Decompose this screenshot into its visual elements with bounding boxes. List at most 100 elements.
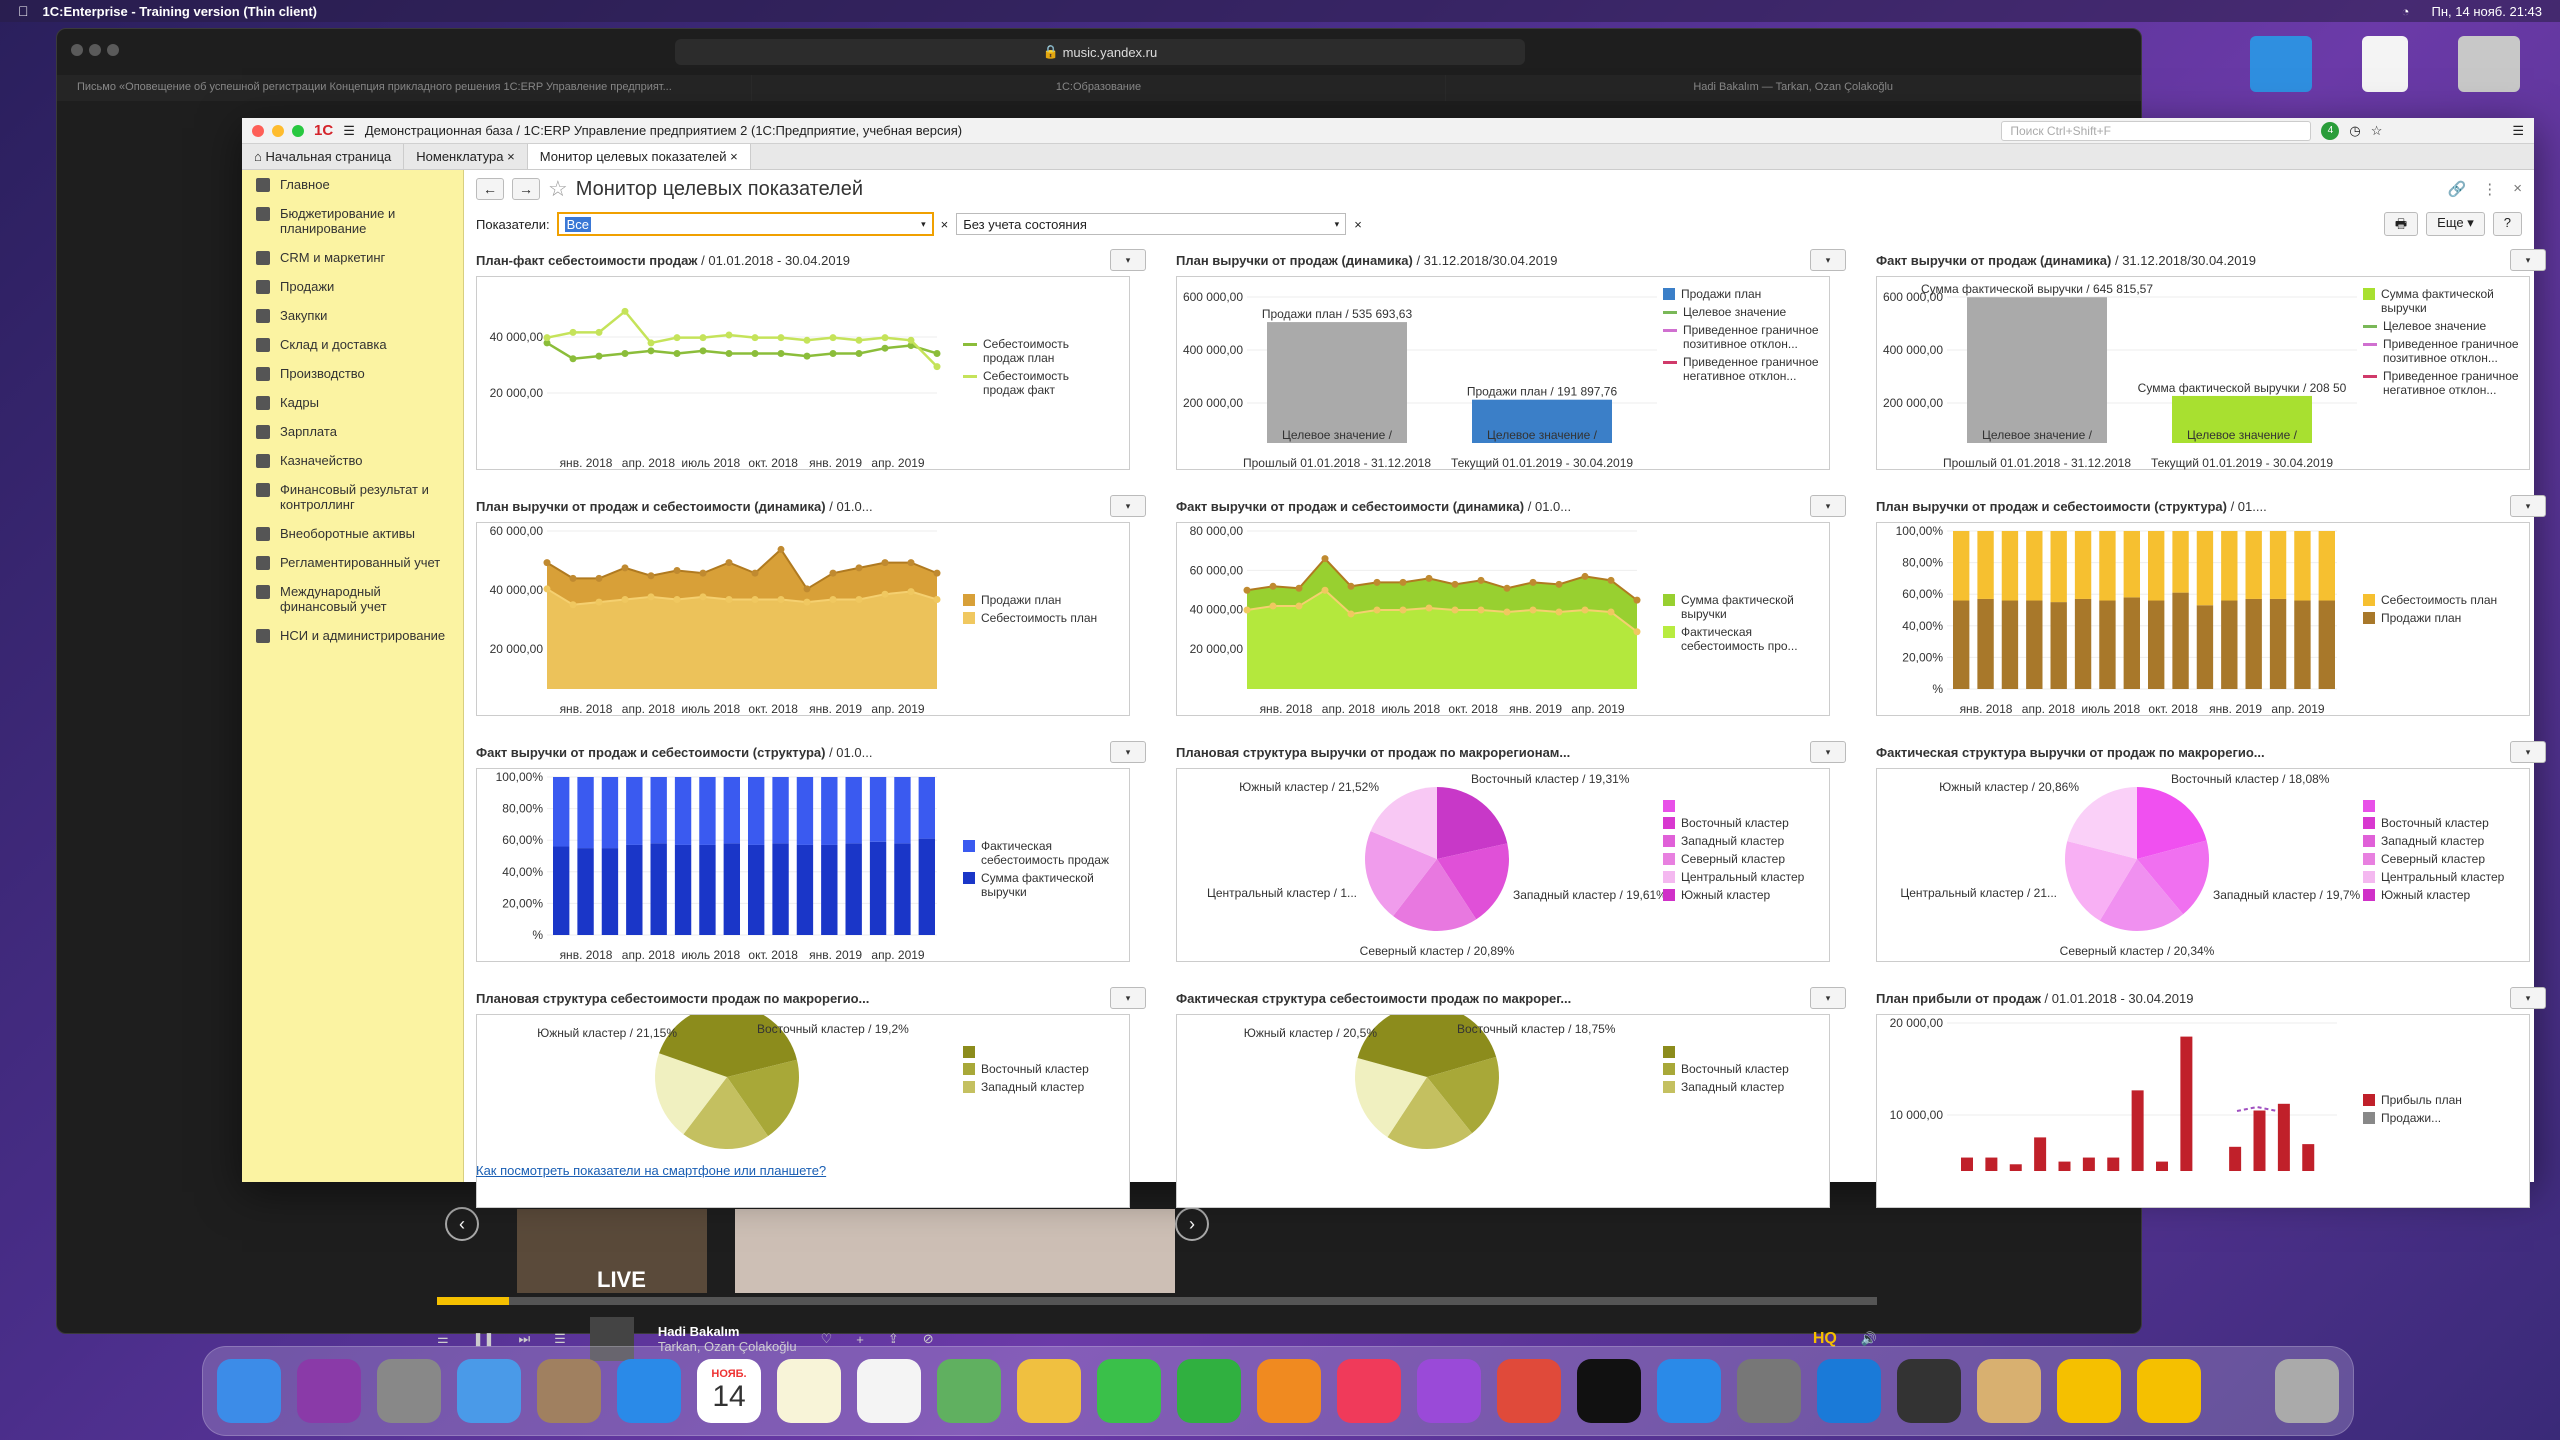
app-store-icon[interactable] <box>1657 1359 1721 1423</box>
chart-settings-button[interactable]: ▾ <box>1110 741 1146 763</box>
state-select[interactable]: Без учета состояния ▾ <box>956 213 1347 235</box>
data-point[interactable] <box>543 334 551 342</box>
data-point[interactable] <box>881 590 889 598</box>
bar-segment[interactable] <box>2221 600 2238 689</box>
chart-settings-button[interactable]: ▾ <box>2510 249 2546 271</box>
bar-segment[interactable] <box>626 777 643 845</box>
bar-segment[interactable] <box>2196 605 2214 689</box>
bar-segment[interactable] <box>577 777 594 849</box>
favorites-icon[interactable]: ☆ <box>2370 122 2383 138</box>
bar-segment[interactable] <box>748 777 765 845</box>
bar-segment[interactable] <box>650 843 667 935</box>
calendar-icon[interactable]: НОЯБ. 14 <box>697 1359 761 1423</box>
1c-app-icon[interactable] <box>2137 1359 2201 1423</box>
data-point[interactable] <box>881 559 889 567</box>
data-point[interactable] <box>543 559 551 567</box>
data-point[interactable] <box>1425 574 1433 582</box>
contacts-icon[interactable] <box>537 1359 601 1423</box>
bar[interactable] <box>2058 1161 2071 1171</box>
siri-icon[interactable] <box>297 1359 361 1423</box>
data-point[interactable] <box>1321 555 1329 563</box>
mail-icon[interactable] <box>457 1359 521 1423</box>
bar-segment[interactable] <box>2026 531 2043 601</box>
data-point[interactable] <box>777 595 785 603</box>
1c-app-icon[interactable] <box>2057 1359 2121 1423</box>
data-point[interactable] <box>751 349 759 357</box>
data-point[interactable] <box>803 585 811 593</box>
tab-nomenclature[interactable]: Номенклатура × <box>404 144 528 169</box>
print-button[interactable]: 🖶 <box>2383 212 2419 236</box>
more-vert-icon[interactable]: ⋮ <box>2482 181 2498 198</box>
data-point[interactable] <box>855 349 863 357</box>
bar-segment[interactable] <box>2001 600 2019 689</box>
bar-segment[interactable] <box>723 843 740 935</box>
data-point[interactable] <box>1451 606 1459 614</box>
chart-settings-button[interactable]: ▾ <box>1110 249 1146 271</box>
photos-icon[interactable] <box>1017 1359 1081 1423</box>
data-point[interactable] <box>907 559 915 567</box>
data-point[interactable] <box>1503 608 1511 616</box>
data-point[interactable] <box>933 595 941 603</box>
data-point[interactable] <box>543 585 551 593</box>
wifi-icon[interactable]: ◔ <box>2401 3 2410 19</box>
bar-segment[interactable] <box>2172 531 2189 593</box>
data-point[interactable] <box>933 363 941 371</box>
bar-segment[interactable] <box>2245 598 2262 689</box>
podcasts-icon[interactable] <box>1417 1359 1481 1423</box>
bar-segment[interactable] <box>1953 531 1970 601</box>
data-point[interactable] <box>595 328 603 336</box>
data-point[interactable] <box>751 595 759 603</box>
chart-settings-button[interactable]: ▾ <box>2510 987 2546 1009</box>
pie-slice[interactable] <box>1357 1015 1427 1077</box>
data-point[interactable] <box>1399 606 1407 614</box>
archive-icon[interactable] <box>1977 1359 2041 1423</box>
pie-slice[interactable] <box>2067 787 2137 859</box>
sidebar-item[interactable]: Финансовый результат и контроллинг <box>242 475 463 519</box>
heart-icon[interactable]: ♡ <box>820 1331 833 1346</box>
bar-segment[interactable] <box>2074 598 2092 689</box>
data-point[interactable] <box>621 595 629 603</box>
apple-icon[interactable]:  <box>18 3 29 19</box>
chart-settings-button[interactable]: ▾ <box>1810 741 1846 763</box>
data-point[interactable] <box>673 349 681 357</box>
bar[interactable] <box>2172 395 2312 443</box>
apple-tv-icon[interactable] <box>1577 1359 1641 1423</box>
data-point[interactable] <box>751 569 759 577</box>
data-point[interactable] <box>1295 602 1303 610</box>
sidebar-item[interactable]: Международный финансовый учет <box>242 577 463 621</box>
bar-segment[interactable] <box>2269 531 2287 599</box>
bar-segment[interactable] <box>553 846 570 935</box>
bar[interactable] <box>1267 322 1407 443</box>
pie-slice[interactable] <box>655 1053 727 1135</box>
bar-segment[interactable] <box>796 777 814 845</box>
safari-icon[interactable] <box>617 1359 681 1423</box>
data-point[interactable] <box>1633 628 1641 636</box>
data-point[interactable] <box>699 347 707 355</box>
data-point[interactable] <box>725 595 733 603</box>
browser-tab[interactable]: 1С:Образование <box>751 75 1447 101</box>
data-point[interactable] <box>725 559 733 567</box>
data-point[interactable] <box>621 564 629 572</box>
sidebar-item[interactable]: Внеоборотные активы <box>242 519 463 548</box>
close-icon[interactable]: × <box>2513 180 2522 197</box>
pie-slice[interactable] <box>1427 1056 1499 1134</box>
bar-segment[interactable] <box>674 777 692 845</box>
bar-segment[interactable] <box>918 838 935 935</box>
bar[interactable] <box>2302 1144 2315 1171</box>
data-point[interactable] <box>647 572 655 580</box>
bar[interactable] <box>1961 1157 1973 1171</box>
bar-segment[interactable] <box>772 843 789 935</box>
data-point[interactable] <box>1399 578 1407 586</box>
bar[interactable] <box>2082 1157 2095 1171</box>
data-point[interactable] <box>1633 596 1641 604</box>
bar[interactable] <box>2277 1103 2290 1171</box>
bar-segment[interactable] <box>2099 600 2116 689</box>
pie-slice[interactable] <box>1437 787 1508 859</box>
chart-settings-button[interactable]: ▾ <box>1110 495 1146 517</box>
bar-segment[interactable] <box>2099 531 2116 601</box>
data-point[interactable] <box>933 349 941 357</box>
bar-segment[interactable] <box>2148 531 2165 601</box>
sidebar-item[interactable]: Продажи <box>242 272 463 301</box>
data-point[interactable] <box>777 349 785 357</box>
messages-icon[interactable] <box>1097 1359 1161 1423</box>
